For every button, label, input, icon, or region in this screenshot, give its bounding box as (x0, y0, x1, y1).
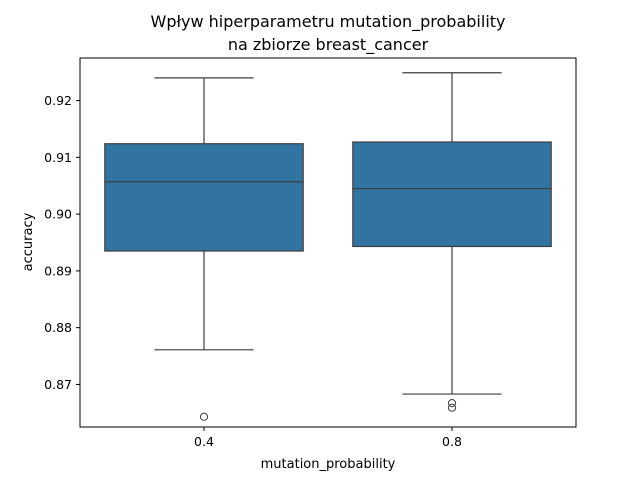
y-tick-label: 0.92 (44, 93, 72, 108)
chart-title-line-1: Wpływ hiperparametru mutation_probabilit… (151, 12, 506, 32)
plot-frame (79, 57, 577, 428)
y-tick-label: 0.88 (44, 320, 72, 335)
box-group (104, 77, 304, 421)
y-axis: 0.87 0.88 0.89 0.90 0.91 0.92 (44, 93, 80, 392)
x-tick-label: 0.8 (442, 434, 462, 449)
y-tick-label: 0.90 (44, 207, 72, 222)
iqr-box (352, 141, 552, 248)
x-axis-label: mutation_probability (261, 457, 396, 472)
y-tick-label: 0.91 (44, 150, 72, 165)
iqr-box (104, 143, 304, 252)
x-axis: 0.4 0.8 (194, 427, 462, 449)
outlier-point (199, 412, 209, 421)
outlier-point (447, 403, 457, 412)
x-tick-label: 0.4 (194, 434, 214, 449)
outlier-point (447, 399, 457, 408)
y-tick-label: 0.89 (44, 263, 72, 278)
y-axis-label: accuracy (21, 212, 36, 271)
box-group (352, 72, 552, 412)
plot-area (104, 72, 552, 421)
y-tick-label: 0.87 (44, 377, 72, 392)
chart-title-line-2: na zbiorze breast_cancer (228, 35, 429, 55)
